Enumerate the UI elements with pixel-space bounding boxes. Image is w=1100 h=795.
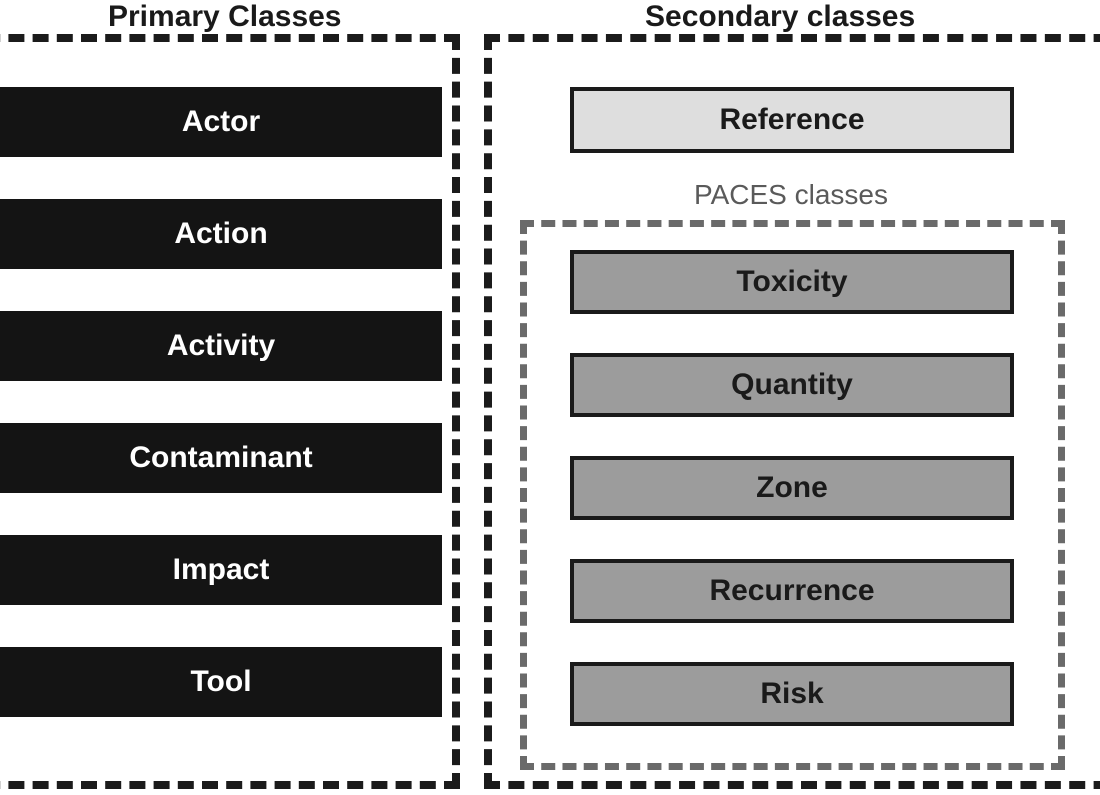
secondary-title: Secondary classes: [645, 0, 915, 34]
paces-class-box: Toxicity: [570, 250, 1014, 314]
paces-class-box: Quantity: [570, 353, 1014, 417]
reference-box: Reference: [570, 87, 1014, 153]
paces-class-label: Zone: [756, 471, 828, 505]
primary-class-label: Activity: [167, 329, 275, 363]
primary-class-label: Tool: [190, 665, 251, 699]
primary-class-label: Contaminant: [129, 441, 312, 475]
paces-class-label: Quantity: [731, 368, 853, 402]
reference-label: Reference: [719, 103, 864, 137]
primary-class-box: Activity: [0, 311, 442, 381]
primary-class-box: Impact: [0, 535, 442, 605]
paces-class-label: Risk: [760, 677, 823, 711]
paces-class-label: Toxicity: [736, 265, 847, 299]
paces-class-label: Recurrence: [709, 574, 874, 608]
paces-class-box: Zone: [570, 456, 1014, 520]
primary-class-box: Action: [0, 199, 442, 269]
primary-class-box: Tool: [0, 647, 442, 717]
primary-class-box: Contaminant: [0, 423, 442, 493]
paces-class-box: Risk: [570, 662, 1014, 726]
paces-class-box: Recurrence: [570, 559, 1014, 623]
primary-class-box: Actor: [0, 87, 442, 157]
primary-title: Primary Classes: [108, 0, 342, 34]
primary-class-label: Action: [174, 217, 267, 251]
diagram-canvas: Primary Classes Actor Action Activity Conta…: [0, 0, 1100, 795]
primary-class-label: Actor: [182, 105, 260, 139]
primary-class-label: Impact: [173, 553, 270, 587]
paces-title: PACES classes: [694, 179, 888, 211]
